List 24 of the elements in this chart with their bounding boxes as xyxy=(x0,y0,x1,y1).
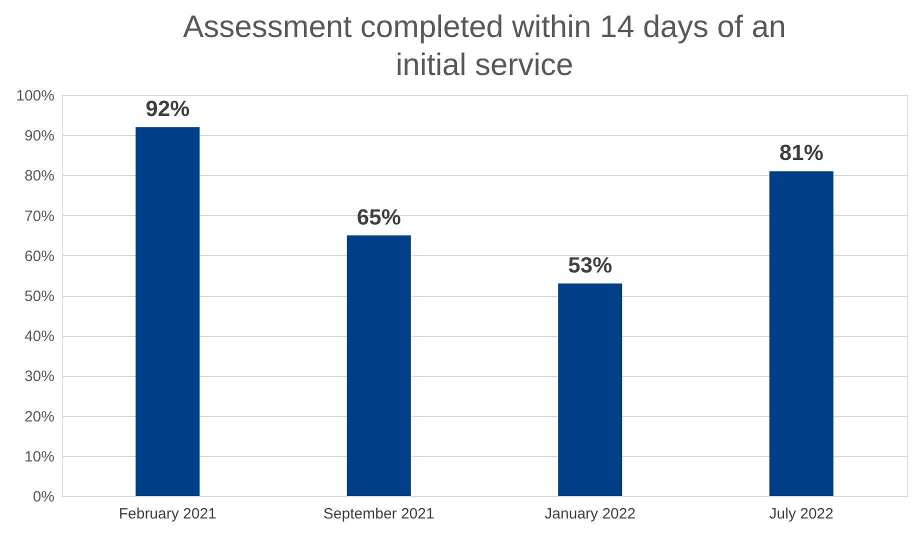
chart-title: Assessment completed within 14 days of an initial service xyxy=(182,9,786,82)
y-tick-label: 100% xyxy=(16,88,54,104)
data-label: 81% xyxy=(779,140,824,166)
data-label: 92% xyxy=(146,96,190,122)
y-tick-label: 50% xyxy=(24,288,54,305)
y-tick-label: 80% xyxy=(24,168,54,185)
data-label: 65% xyxy=(356,204,401,230)
y-tick-label: 70% xyxy=(24,208,54,225)
bar xyxy=(346,235,411,496)
bar xyxy=(558,283,622,496)
y-tick-label: 30% xyxy=(24,368,54,386)
x-tick-label: July 2022 xyxy=(769,506,834,522)
x-tick-label: February 2021 xyxy=(118,506,216,522)
data-label: 53% xyxy=(568,252,612,278)
bar xyxy=(769,171,834,496)
y-tick-label: 60% xyxy=(24,248,54,265)
bar xyxy=(136,127,200,496)
y-tick-label: 10% xyxy=(24,448,54,466)
x-tick-label: September 2021 xyxy=(323,506,434,522)
y-tick-label: 90% xyxy=(24,128,54,145)
y-tick-label: 40% xyxy=(24,328,54,346)
x-tick-label: January 2022 xyxy=(544,506,636,522)
y-tick-label: 0% xyxy=(32,488,54,506)
y-tick-label: 20% xyxy=(24,408,54,426)
